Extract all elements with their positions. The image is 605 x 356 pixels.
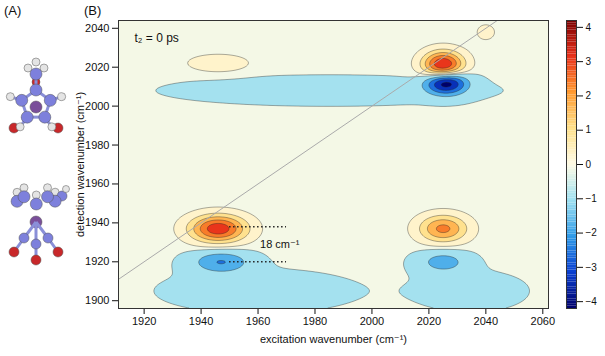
svg-text:2: 2: [586, 90, 592, 101]
svg-text:−3: −3: [586, 262, 598, 273]
svg-text:2060: 2060: [531, 315, 555, 327]
svg-text:1920: 1920: [85, 255, 109, 267]
svg-text:1980: 1980: [303, 315, 327, 327]
svg-text:detection wavenumber (cm⁻¹): detection wavenumber (cm⁻¹): [74, 92, 86, 237]
svg-text:2000: 2000: [85, 100, 109, 112]
svg-text:2040: 2040: [474, 315, 498, 327]
html-text:(B): (B): [84, 3, 102, 18]
svg-text:18 cm⁻¹: 18 cm⁻¹: [260, 238, 300, 250]
svg-text:2020: 2020: [417, 315, 441, 327]
svg-text:2000: 2000: [360, 315, 384, 327]
svg-text:1980: 1980: [85, 139, 109, 151]
svg-text:0: 0: [586, 159, 592, 170]
svg-text:1960: 1960: [246, 315, 270, 327]
svg-text:excitation wavenumber (cm⁻¹): excitation wavenumber (cm⁻¹): [260, 333, 407, 345]
svg-text:3: 3: [586, 56, 592, 67]
svg-text:1940: 1940: [85, 216, 109, 228]
svg-text:2020: 2020: [85, 61, 109, 73]
svg-text:−1: −1: [586, 193, 598, 204]
svg-text:1960: 1960: [85, 177, 109, 189]
svg-text:1: 1: [586, 124, 592, 135]
svg-text:2040: 2040: [85, 22, 109, 34]
svg-text:1920: 1920: [132, 315, 156, 327]
html-text:(A): (A): [4, 3, 22, 18]
svg-text:1900: 1900: [85, 294, 109, 306]
svg-text:4: 4: [586, 22, 592, 33]
svg-text:−4: −4: [586, 296, 598, 307]
svg-text:−2: −2: [586, 227, 598, 238]
svg-text:t₂ = 0 ps: t₂ = 0 ps: [135, 31, 179, 45]
svg-text:1940: 1940: [189, 315, 213, 327]
